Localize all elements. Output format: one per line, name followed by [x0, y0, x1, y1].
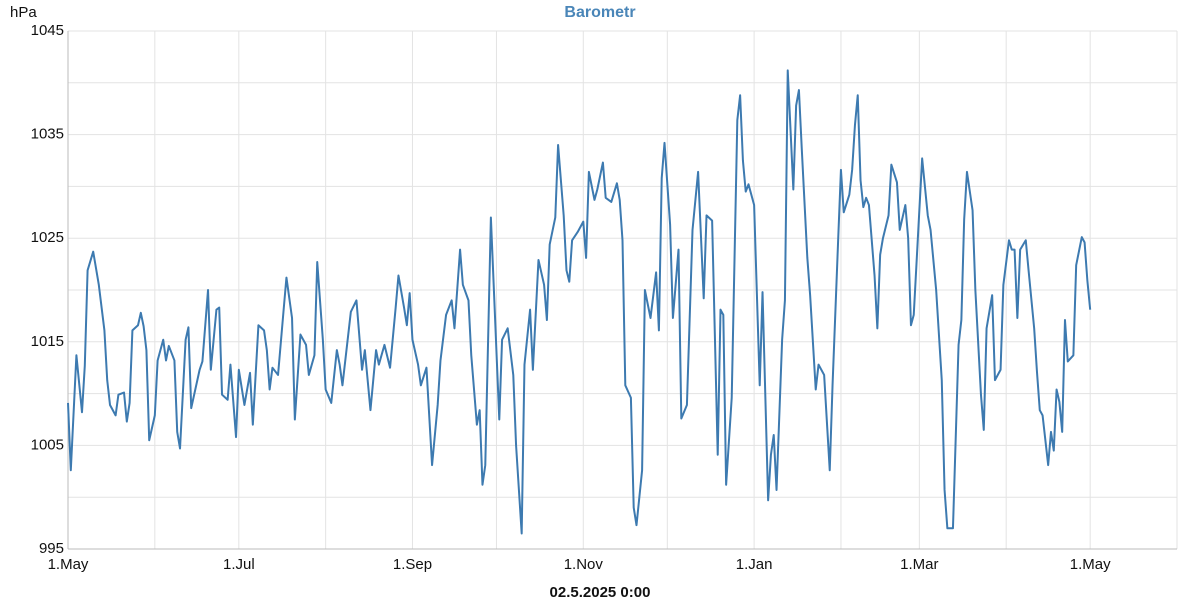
y-tick-label: 1015	[31, 333, 64, 350]
data-line	[67, 69, 1092, 535]
y-tick-label: 1005	[31, 436, 64, 453]
x-tick-label: 1.Jul	[223, 556, 255, 573]
x-tick-label: 1.Jan	[736, 556, 773, 573]
x-tick-label: 1.May	[1070, 556, 1111, 573]
chart-title: Barometr	[564, 4, 635, 21]
x-tick-label: 1.May	[48, 556, 89, 573]
y-axis-label: hPa	[10, 4, 37, 21]
x-axis-label: 02.5.2025 0:00	[550, 584, 651, 600]
x-tick-label: 1.Sep	[393, 556, 432, 573]
y-tick-label: 1035	[31, 126, 64, 143]
y-tick-label: 1045	[31, 22, 64, 39]
y-tick-label: 995	[39, 540, 64, 557]
y-tick-label: 1025	[31, 229, 64, 246]
x-tick-label: 1.Mar	[900, 556, 938, 573]
x-tick-label: 1.Nov	[564, 556, 604, 573]
